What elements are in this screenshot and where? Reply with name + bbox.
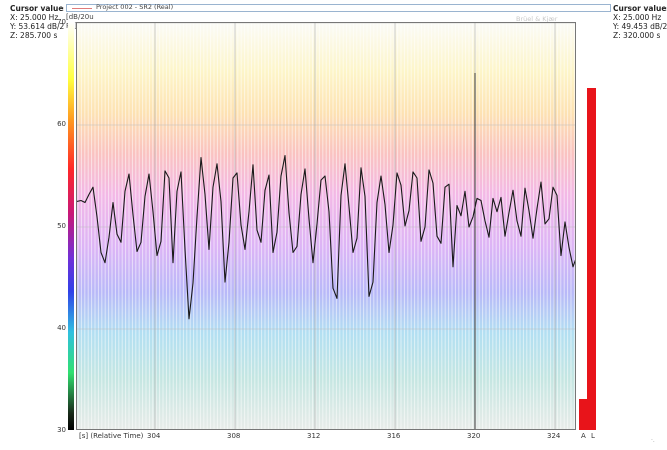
x-tick-label: 320 [467,432,481,440]
x-tick-label: 312 [307,432,321,440]
y-tick-label: 60 [57,120,66,128]
legend-series-swatch [72,8,92,9]
cursor-y-value: Y: 53.614 dB/20u Pa [10,22,64,31]
cursor-values-title: Cursor values [613,4,667,13]
cursor-x-value: X: 25.000 Hz [613,13,662,22]
cursor-values-panel-right: Cursor values X: 25.000 Hz Y: 49.453 dB/… [613,4,667,40]
level-trace-line [77,155,575,320]
cursor-x-value: X: 25.000 Hz [10,13,59,22]
bar-label-a: A [581,432,586,440]
y-unit-label: [dB/20u Pa] [66,13,98,30]
brand-watermark: Brüel & Kjær [516,15,558,23]
x-tick-label: 316 [387,432,401,440]
x-axis-label: [s] (Relative Time) [79,432,144,440]
x-tick-label: 308 [227,432,241,440]
level-bars [578,22,600,430]
x-tick-label: 304 [147,432,161,440]
x-tick-label: 324 [547,432,561,440]
cursor-z-value: Z: 320.000 s [613,31,661,40]
color-scale-bar [68,22,74,430]
legend-series-label: Project 002 - SR2 (Real) [96,3,174,11]
cursor-values-panel-left: Cursor values X: 25.000 Hz Y: 53.614 dB/… [10,4,64,40]
y-tick-label: 70 [57,18,66,26]
cursor-z-value: Z: 285.700 s [10,31,58,40]
y-tick-label: 50 [57,222,66,230]
level-bar-l [587,88,596,430]
plot-canvas[interactable] [77,23,576,430]
spectrogram-plot[interactable] [76,22,576,430]
y-tick-label: 30 [57,426,66,434]
resize-grip-icon[interactable]: ·. [651,437,655,444]
cursor-values-title: Cursor values [10,4,64,13]
bar-label-l: L [591,432,595,440]
cursor-y-value: Y: 49.453 dB/20u Pa [613,22,667,31]
level-bar-a [579,399,587,430]
y-tick-label: 40 [57,324,66,332]
legend-bar[interactable]: Project 002 - SR2 (Real) [66,4,611,12]
